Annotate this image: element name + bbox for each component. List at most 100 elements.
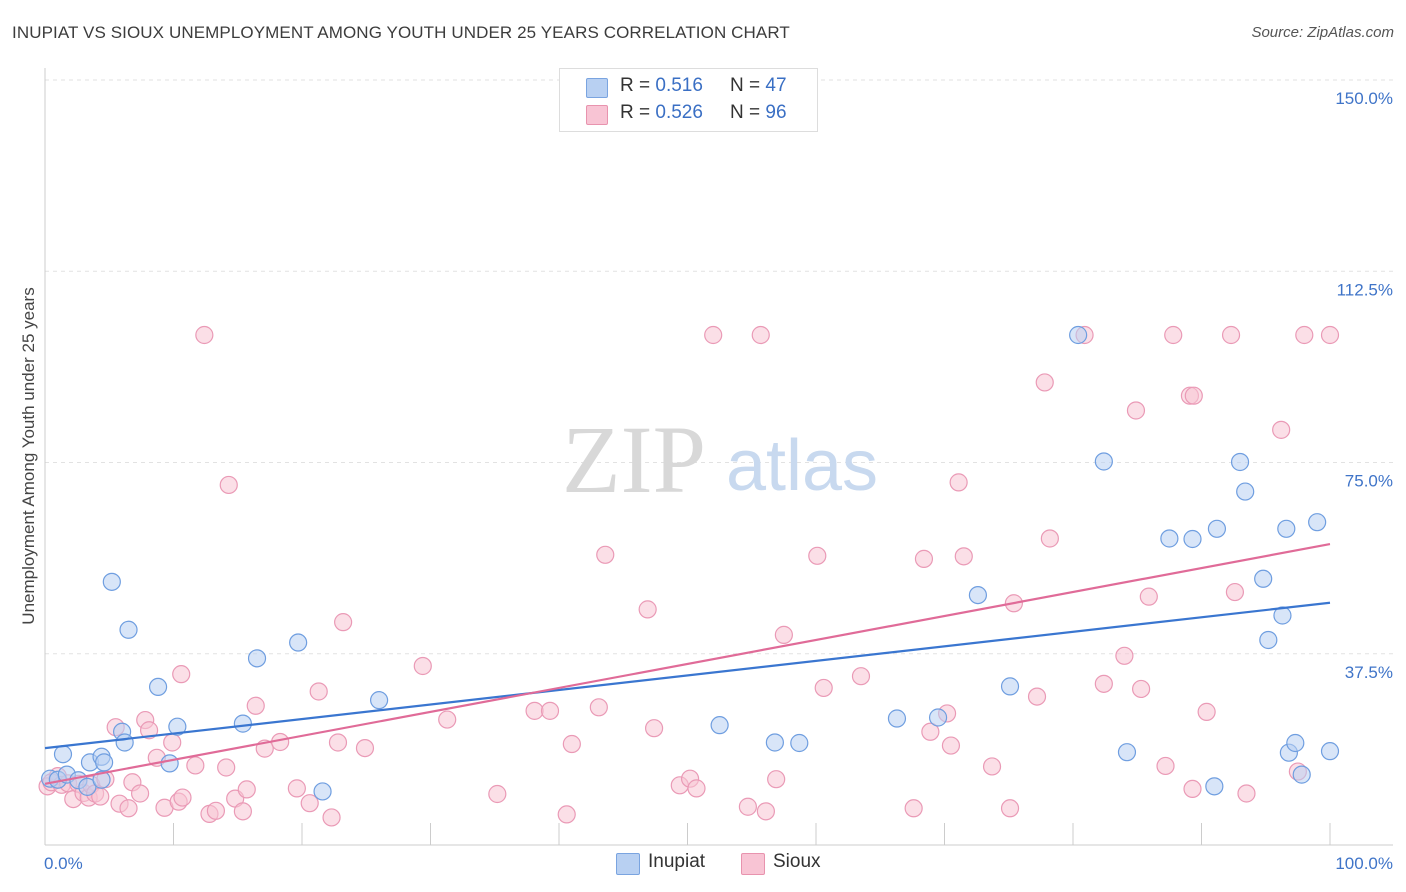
point-inupiat-19 — [289, 633, 308, 652]
chart-title: INUPIAT VS SIOUX UNEMPLOYMENT AMONG YOUT… — [12, 23, 790, 42]
point-inupiat-35 — [1207, 519, 1227, 538]
point-inupiat-39 — [1259, 630, 1278, 650]
n-value: 96 — [765, 102, 787, 123]
point-sioux-67 — [851, 667, 871, 686]
point-sioux-38 — [287, 779, 306, 798]
point-inupiat-24 — [790, 733, 809, 753]
point-sioux-52 — [589, 698, 608, 717]
point-inupiat-10 — [102, 572, 121, 591]
point-sioux-19 — [139, 721, 159, 740]
point-inupiat-26 — [928, 708, 948, 727]
point-inupiat-12 — [115, 733, 134, 752]
point-inupiat-43 — [1286, 733, 1305, 753]
point-sioux-72 — [941, 736, 961, 755]
point-inupiat-28 — [1000, 677, 1020, 696]
point-sioux-87 — [1156, 756, 1175, 776]
point-inupiat-9 — [95, 753, 114, 772]
point-sioux-25 — [173, 788, 192, 807]
point-sioux-83 — [1115, 646, 1134, 665]
point-inupiat-17 — [233, 714, 252, 733]
point-inupiat-14 — [148, 677, 168, 697]
point-sioux-42 — [328, 733, 348, 752]
point-inupiat-25 — [887, 709, 907, 728]
point-sioux-44 — [355, 738, 375, 758]
point-sioux-84 — [1126, 401, 1146, 420]
point-sioux-58 — [687, 779, 706, 798]
y-tick-label-2: 112.5% — [1337, 280, 1393, 299]
trend-lines — [44, 543, 1331, 785]
point-sioux-49 — [540, 701, 560, 720]
stats-legend: R = 0.516 N = 47 R = 0.526 N = 96 — [559, 68, 818, 132]
point-sioux-46 — [438, 710, 457, 729]
point-inupiat-38 — [1254, 569, 1273, 588]
r-label: R = — [620, 75, 651, 96]
point-inupiat-41 — [1277, 519, 1296, 538]
legend-r-inupiat: R = 0.516 — [620, 75, 703, 97]
n-label: N = — [730, 102, 761, 123]
point-inupiat-15 — [160, 754, 179, 773]
point-sioux-65 — [808, 546, 827, 565]
bottom-legend-swatch-sioux — [741, 853, 765, 875]
point-sioux-75 — [982, 757, 1002, 776]
point-sioux-35 — [246, 696, 265, 715]
series-sioux-points — [38, 325, 1340, 827]
point-inupiat-45 — [1308, 513, 1327, 532]
point-inupiat-32 — [1160, 529, 1179, 548]
point-inupiat-34 — [1205, 777, 1224, 796]
point-inupiat-7 — [92, 770, 111, 789]
point-sioux-90 — [1183, 779, 1202, 799]
point-sioux-80 — [1040, 529, 1059, 548]
point-sioux-85 — [1132, 679, 1151, 699]
r-value: 0.526 — [655, 102, 703, 123]
point-sioux-64 — [774, 625, 793, 644]
point-inupiat-44 — [1292, 765, 1311, 784]
point-sioux-86 — [1139, 587, 1158, 606]
point-sioux-68 — [904, 799, 923, 818]
x-tick-label-1: 100.0% — [1335, 854, 1393, 873]
point-inupiat-16 — [168, 717, 187, 736]
n-label: N = — [730, 75, 761, 96]
bottom-legend-sioux: Sioux — [741, 851, 841, 877]
point-sioux-96 — [1272, 420, 1291, 439]
point-sioux-43 — [334, 613, 353, 632]
point-inupiat-33 — [1183, 529, 1202, 549]
y-tick-label-3: 150.0% — [1335, 89, 1393, 108]
point-inupiat-36 — [1230, 452, 1250, 472]
point-sioux-88 — [1164, 325, 1183, 345]
point-sioux-34 — [237, 780, 256, 799]
y-tick-label-0: 37.5% — [1345, 663, 1393, 682]
r-value: 0.516 — [655, 75, 703, 96]
point-sioux-27 — [195, 325, 214, 345]
point-inupiat-40 — [1273, 606, 1292, 625]
r-label: R = — [620, 102, 651, 123]
bottom-legend-label-inupiat: Inupiat — [648, 851, 706, 872]
axes — [44, 68, 1393, 846]
point-sioux-33 — [233, 802, 252, 821]
point-sioux-60 — [738, 797, 757, 816]
source-label: Source: ZipAtlas.com — [1251, 24, 1394, 41]
point-sioux-92 — [1197, 702, 1216, 721]
bottom-legend-label-sioux: Sioux — [773, 851, 821, 872]
point-inupiat-46 — [1320, 742, 1340, 761]
point-sioux-22 — [163, 733, 182, 752]
series-inupiat-points — [41, 325, 1340, 801]
point-inupiat-30 — [1094, 452, 1113, 471]
point-inupiat-23 — [765, 733, 784, 752]
legend-swatch-sioux — [586, 105, 608, 125]
point-inupiat-31 — [1117, 743, 1137, 762]
point-sioux-63 — [767, 770, 786, 789]
bottom-legend-inupiat: Inupiat — [616, 851, 726, 877]
grid-lines — [45, 79, 1393, 655]
trend-line-inupiat — [44, 601, 1331, 750]
point-sioux-53 — [596, 545, 615, 564]
point-sioux-99 — [1320, 325, 1340, 345]
point-sioux-31 — [219, 475, 238, 495]
legend-swatch-inupiat — [586, 78, 608, 98]
point-sioux-94 — [1225, 582, 1245, 602]
point-sioux-59 — [704, 325, 723, 345]
point-sioux-17 — [130, 784, 150, 803]
legend-n-inupiat: N = 47 — [730, 75, 787, 97]
point-sioux-70 — [921, 722, 940, 741]
point-sioux-48 — [525, 701, 544, 720]
point-sioux-66 — [814, 678, 833, 698]
